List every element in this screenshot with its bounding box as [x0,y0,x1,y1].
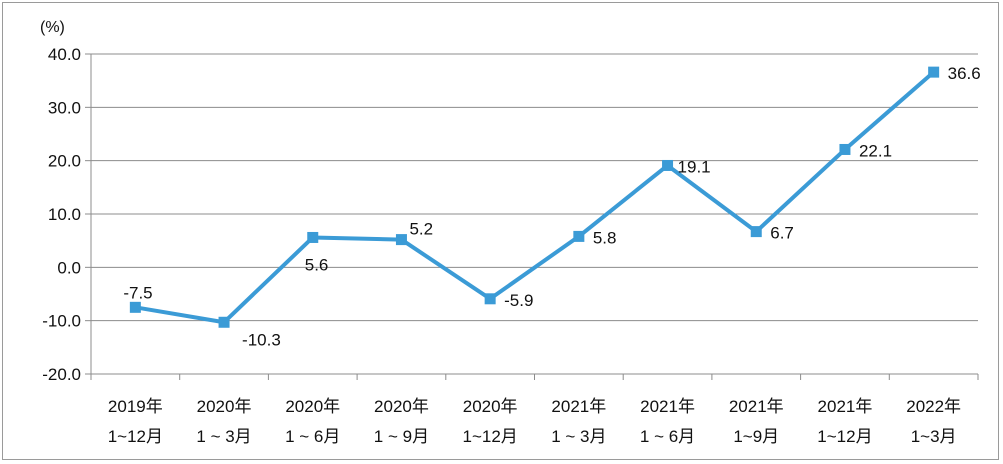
x-tick-label: 1~3月 [911,427,957,446]
x-tick-label: 1 ~ 6月 [285,427,340,446]
data-label: 36.6 [948,64,981,83]
x-tick-label: 2021年 [818,397,873,416]
x-tick-label: 2021年 [551,397,606,416]
x-tick-label: 2020年 [463,397,518,416]
x-tick-label: 2020年 [374,397,429,416]
data-label: -5.9 [504,291,533,310]
data-label: 6.7 [770,224,794,243]
x-tick-label: 1~12月 [817,427,872,446]
data-point [928,66,940,78]
y-tick-label: 0.0 [57,258,81,277]
data-label: 5.8 [593,228,617,247]
x-tick-label: 1~12月 [463,427,518,446]
x-tick-label: 1 ~ 3月 [551,427,606,446]
x-tick-label: 1 ~ 9月 [374,427,429,446]
data-point [129,301,141,313]
y-tick-label: 40.0 [48,45,81,64]
data-point [484,293,496,305]
gridlines [91,53,978,375]
series-group: -7.5 -10.3 5.6 5.2 -5.9 5.8 19.1 6.7 22.1 36.6 [123,64,980,349]
data-point [395,234,407,246]
x-tick-label: 1~12月 [108,427,163,446]
data-point [662,159,674,171]
y-tick-label: 30.0 [48,98,81,117]
data-label: 5.2 [409,220,433,239]
data-label: 22.1 [859,141,892,160]
y-tick-label: -20.0 [42,365,81,384]
y-tick-label: 10.0 [48,205,81,224]
x-tick-label: 2022年 [906,397,961,416]
x-tick-label: 2021年 [729,397,784,416]
data-point [839,143,851,155]
data-point [307,231,319,243]
data-point [750,226,762,238]
x-tick-label: 2020年 [285,397,340,416]
y-tick-label: 20.0 [48,152,81,171]
data-point [218,316,230,328]
y-axis-unit: (%) [40,19,65,36]
series-line [135,70,935,325]
data-label: -10.3 [242,330,281,349]
x-tick-label: 2021年 [640,397,695,416]
y-axis: -20.0 -10.0 0.0 10.0 20.0 30.0 40.0 [42,45,92,384]
data-label: -7.5 [123,283,152,302]
data-point [573,230,585,242]
x-tick-label: 2019年 [108,397,163,416]
data-label: 5.6 [305,255,329,274]
x-tick-label: 1 ~ 6月 [640,427,695,446]
x-axis: 2019年 1~12月 2020年 1 ~ 3月 2020年 1 ~ 6月 2020年 1 ~… [90,374,979,446]
data-label: 19.1 [678,157,711,176]
x-tick-label: 2020年 [197,397,252,416]
x-tick-label: 1~9月 [733,427,779,446]
x-tick-label: 1 ~ 3月 [196,427,251,446]
y-tick-label: -10.0 [42,312,81,331]
